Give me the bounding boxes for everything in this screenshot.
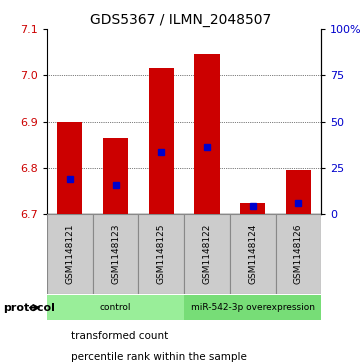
Bar	[195, 54, 219, 214]
Text: GSM1148123: GSM1148123	[111, 224, 120, 284]
Text: GSM1148124: GSM1148124	[248, 224, 257, 284]
Text: protocol: protocol	[4, 303, 56, 313]
Text: GSM1148122: GSM1148122	[203, 224, 212, 284]
Text: GDS5367 / ILMN_2048507: GDS5367 / ILMN_2048507	[90, 13, 271, 27]
Bar	[103, 138, 128, 214]
Text: percentile rank within the sample: percentile rank within the sample	[71, 352, 247, 362]
Bar	[240, 203, 265, 214]
Bar	[57, 122, 82, 214]
Bar	[47, 295, 184, 320]
Text: GSM1148126: GSM1148126	[294, 224, 303, 284]
Bar	[138, 214, 184, 294]
Bar	[230, 214, 275, 294]
Text: transformed count: transformed count	[71, 331, 169, 341]
Bar	[286, 170, 311, 214]
Text: GSM1148121: GSM1148121	[65, 224, 74, 284]
Bar	[184, 214, 230, 294]
Bar	[184, 295, 321, 320]
Bar	[47, 214, 93, 294]
Text: GSM1148125: GSM1148125	[157, 224, 166, 284]
Bar	[149, 68, 174, 214]
Bar	[93, 214, 138, 294]
Text: miR-542-3p overexpression: miR-542-3p overexpression	[191, 303, 315, 312]
Bar	[275, 214, 321, 294]
Text: control: control	[100, 303, 131, 312]
